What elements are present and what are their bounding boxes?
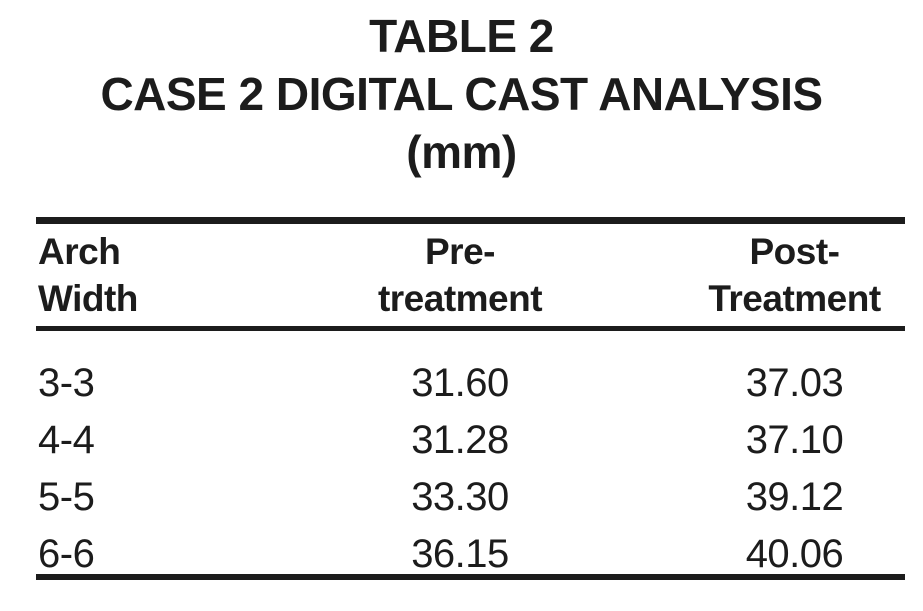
column-header-arch-width: Arch Width xyxy=(36,228,236,322)
post-treatment-value: 39.12 xyxy=(745,475,844,519)
post-treatment-value: 40.06 xyxy=(745,532,844,576)
table-row: 6-6 36.15 40.06 xyxy=(36,526,905,583)
pre-treatment-value: 33.30 xyxy=(411,475,509,519)
table-title-line-2: CASE 2 DIGITAL CAST ANALYSIS xyxy=(100,68,823,120)
table-header-rule xyxy=(36,326,905,331)
pre-treatment-value: 31.60 xyxy=(411,361,509,405)
arch-width-value: 6-6 xyxy=(38,532,95,576)
arch-width-value: 4-4 xyxy=(38,418,95,462)
post-treatment-value: 37.10 xyxy=(745,418,844,462)
table-body: 3-3 31.60 37.03 4-4 31.28 37.10 5-5 33.3… xyxy=(36,355,905,583)
column-header-arch-width-line-1: Arch xyxy=(38,231,121,272)
column-header-post-treatment-line-2: Treatment xyxy=(708,278,881,319)
table-header-row: Arch Width Pre- treatment Post- Treatmen… xyxy=(36,228,905,322)
table-top-rule xyxy=(36,217,905,224)
column-header-pre-treatment-line-2: treatment xyxy=(377,278,543,319)
column-header-post-treatment-line-1: Post- xyxy=(749,231,841,272)
arch-width-value: 5-5 xyxy=(38,475,95,519)
column-header-arch-width-line-2: Width xyxy=(38,278,138,319)
table-bottom-rule xyxy=(36,574,905,580)
table-title-line-3: (mm) xyxy=(406,126,517,178)
table-row: 4-4 31.28 37.10 xyxy=(36,412,905,469)
column-header-pre-treatment-line-1: Pre- xyxy=(425,231,495,272)
arch-width-value: 3-3 xyxy=(38,361,95,405)
post-treatment-value: 37.03 xyxy=(745,361,844,405)
table-row: 3-3 31.60 37.03 xyxy=(36,355,905,412)
table-title-line-1: TABLE 2 xyxy=(369,10,554,62)
table-title: TABLE 2 CASE 2 DIGITAL CAST ANALYSIS (mm… xyxy=(0,7,923,181)
column-header-post-treatment: Post- Treatment xyxy=(684,228,905,322)
table-row: 5-5 33.30 39.12 xyxy=(36,469,905,526)
pre-treatment-value: 36.15 xyxy=(411,532,509,576)
column-header-pre-treatment: Pre- treatment xyxy=(236,228,684,322)
pre-treatment-value: 31.28 xyxy=(411,418,509,462)
